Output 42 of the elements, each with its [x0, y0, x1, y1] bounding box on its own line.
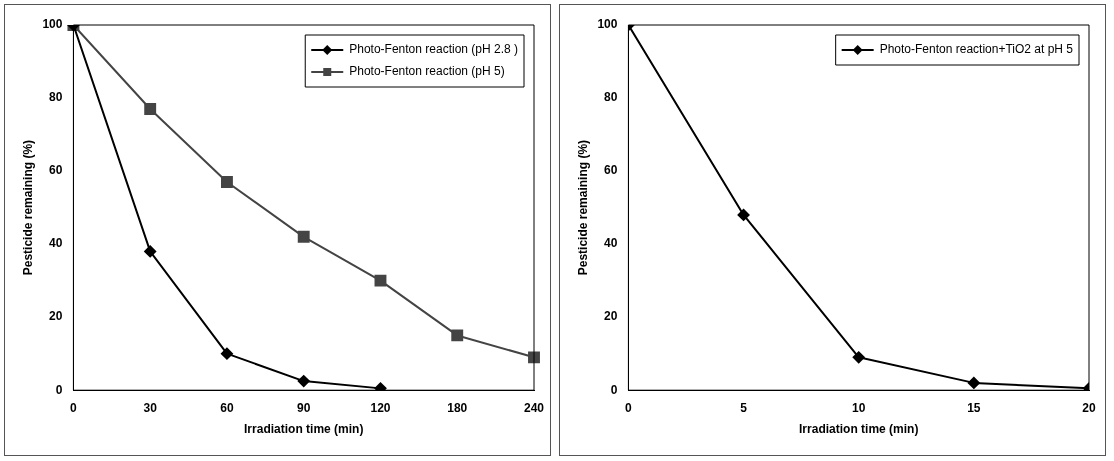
y-tick-label: 20	[604, 309, 618, 324]
x-tick-label: 240	[523, 400, 545, 415]
y-tick-label: 80	[49, 90, 63, 105]
point	[737, 208, 750, 221]
x-tick-label: 0	[70, 400, 78, 415]
point	[144, 245, 157, 258]
y-tick-label: 100	[597, 17, 618, 32]
y-tick-label: 60	[604, 163, 618, 178]
point	[297, 230, 310, 243]
x-tick-label: 15	[967, 400, 981, 415]
x-tick-label: 180	[447, 400, 468, 415]
legend-label: Photo-Fenton reaction (pH 2.8 )	[349, 42, 519, 57]
y-tick-label: 100	[42, 17, 63, 32]
x-tick-label: 20	[1082, 400, 1096, 415]
x-tick-label: 5	[740, 400, 748, 415]
x-tick-label: 30	[143, 400, 158, 415]
x-tick-label: 0	[625, 400, 633, 415]
point	[221, 176, 233, 188]
x-tick-label: 120	[370, 400, 391, 415]
point	[297, 375, 310, 388]
y-tick-label: 40	[49, 236, 63, 251]
point	[852, 351, 865, 364]
point	[967, 376, 980, 389]
point	[144, 103, 157, 115]
legend-label: Photo-Fenton reaction (pH 5)	[349, 64, 505, 79]
x-tick-label: 60	[220, 400, 234, 415]
y-tick-label: 80	[604, 90, 618, 105]
point	[451, 329, 464, 342]
point	[220, 347, 233, 360]
y-tick-label: 40	[604, 236, 618, 251]
x-axis-title: Irradiation time (min)	[244, 422, 364, 437]
y-axis-title: Pesticide remaining (%)	[575, 139, 590, 276]
y-tick-label: 0	[55, 382, 63, 397]
y-tick-label: 60	[49, 163, 63, 178]
y-tick-label: 0	[610, 382, 618, 397]
x-tick-label: 10	[852, 400, 866, 415]
y-axis-title: Pesticide remaining (%)	[20, 139, 35, 276]
point	[374, 274, 387, 287]
x-axis-title: Irradiation time (min)	[799, 422, 919, 437]
x-tick-label: 90	[297, 400, 311, 415]
y-tick-label: 20	[49, 309, 63, 324]
legend-label: Photo-Fenton reaction+TiO2 at pH 5	[879, 42, 1074, 57]
